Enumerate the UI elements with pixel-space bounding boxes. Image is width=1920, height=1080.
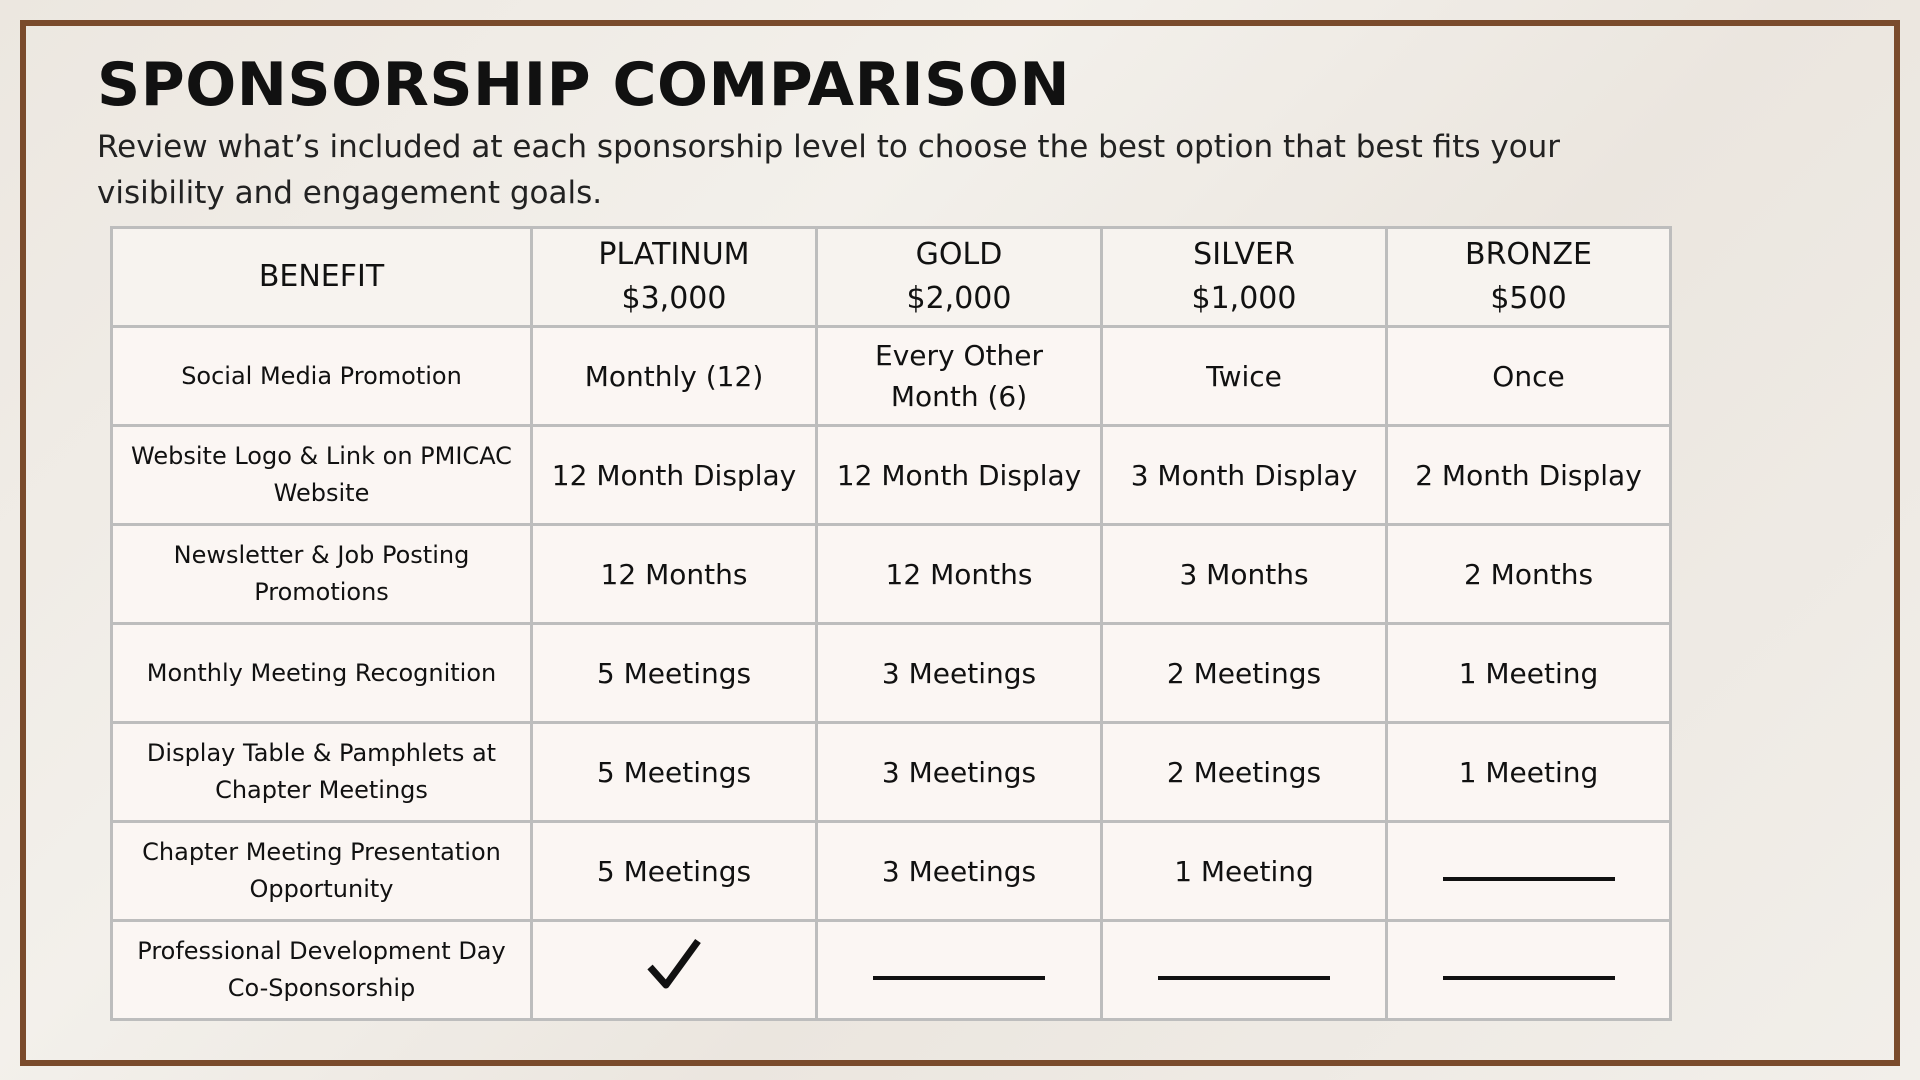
level-cell [1385,919,1672,1021]
benefit-cell: Display Table & Pamphlets at Chapter Mee… [110,721,533,823]
comparison-table: BENEFIT PLATINUM $3,000 GOLD $2,000 SILVER $1… [110,226,1672,1021]
level-cell: Twice [1100,325,1388,427]
header-cell: BENEFIT [110,226,533,328]
benefit-cell: Social Media Promotion [110,325,533,427]
level-cell: 12 Month Display [530,424,818,526]
level-cell: 1 Meeting [1385,622,1672,724]
benefit-cell: Newsletter & Job Posting Promotions [110,523,533,625]
level-price: $1,000 [1191,281,1297,316]
level-price: $3,000 [621,281,727,316]
level-cell: Monthly (12) [530,325,818,427]
level-cell: 2 Month Display [1385,424,1672,526]
level-cell [530,919,818,1021]
level-cell: 1 Meeting [1385,721,1672,823]
dash [873,975,1045,980]
level-cell: 2 Meetings [1100,622,1388,724]
benefit-cell: Website Logo & Link on PMICAC Website [110,424,533,526]
table-row: Chapter Meeting Presentation Opportunity… [110,820,1672,922]
level-cell: 3 Meetings [815,622,1103,724]
level-name: SILVER [1193,237,1295,272]
level-price: $2,000 [906,281,1012,316]
level-cell: Every Other Month (6) [815,325,1103,427]
header-cell: PLATINUM $3,000 [530,226,818,328]
level-name: GOLD [915,237,1003,272]
benefit-cell: Professional Development Day Co-Sponsors… [110,919,533,1021]
level-cell: 3 Months [1100,523,1388,625]
subtitle: Review what’s included at each sponsorsh… [97,129,1561,211]
level-name: BRONZE [1465,237,1592,272]
level-cell: 12 Months [530,523,818,625]
level-cell: 2 Months [1385,523,1672,625]
level-cell: 2 Meetings [1100,721,1388,823]
level-cell: 3 Meetings [815,721,1103,823]
table-row: Social Media Promotion Monthly (12) Every … [110,325,1672,427]
table-row: Monthly Meeting Recognition 5 Meetings 3 M… [110,622,1672,724]
level-cell [1385,820,1672,922]
title: SPONSORSHIP COMPARISON [97,50,1071,120]
level-cell: 5 Meetings [530,622,818,724]
check-icon [647,938,701,988]
level-cell: 12 Month Display [815,424,1103,526]
level-cell: 3 Meetings [815,820,1103,922]
dash [1442,975,1615,980]
table-row: Newsletter & Job Posting Promotions 12 Mo… [110,523,1672,625]
level-cell: Once [1385,325,1672,427]
level-cell: 3 Month Display [1100,424,1388,526]
frame [20,20,1900,1066]
table-row: Website Logo & Link on PMICAC Website 12 … [110,424,1672,526]
level-cell: 1 Meeting [1100,820,1388,922]
dash [1158,975,1330,980]
level-cell [815,919,1103,1021]
table-body: Social Media Promotion Monthly (12) Every … [110,325,1672,1021]
level-cell: 5 Meetings [530,721,818,823]
level-cell [1100,919,1388,1021]
table-row: Display Table & Pamphlets at Chapter Mee… [110,721,1672,823]
header-row: BENEFIT PLATINUM $3,000 GOLD $2,000 SILVER $1… [110,226,1672,328]
benefit-cell: Monthly Meeting Recognition [110,622,533,724]
benefit-cell: Chapter Meeting Presentation Opportunity [110,820,533,922]
table-row: Professional Development Day Co-Sponsors… [110,919,1672,1021]
header-cell: GOLD $2,000 [815,226,1103,328]
level-name: PLATINUM [598,237,750,272]
header-cell: SILVER $1,000 [1100,226,1388,328]
dash [1442,876,1615,881]
level-price: $500 [1490,281,1567,316]
header-cell: BRONZE $500 [1385,226,1672,328]
level-cell: 12 Months [815,523,1103,625]
level-cell: 5 Meetings [530,820,818,922]
